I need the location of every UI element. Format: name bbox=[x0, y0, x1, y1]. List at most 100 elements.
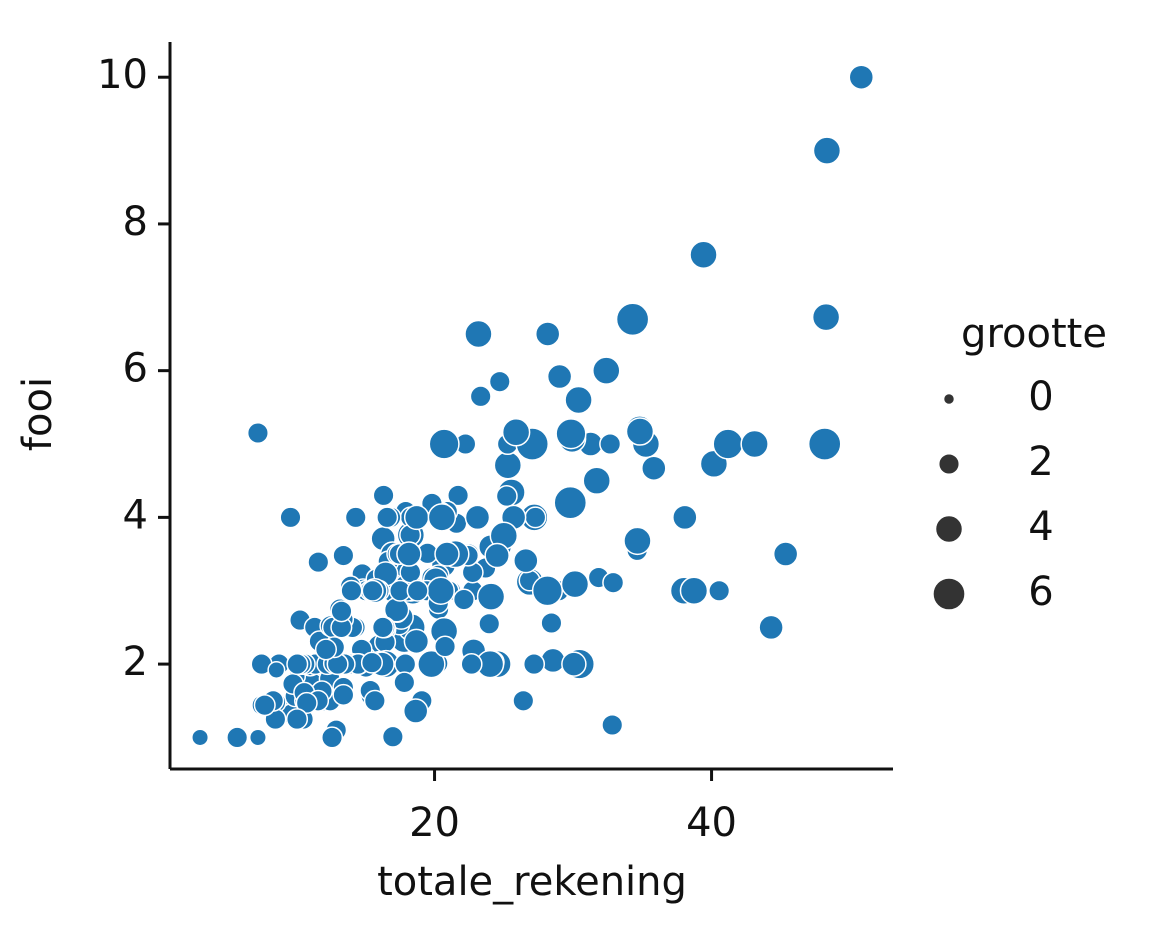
y-tick-label: 8 bbox=[123, 199, 148, 245]
point bbox=[469, 385, 492, 408]
point bbox=[811, 302, 841, 332]
legend-marker bbox=[934, 514, 964, 544]
legend-marker bbox=[942, 392, 956, 406]
point bbox=[295, 691, 318, 715]
y-tick-label: 2 bbox=[123, 639, 148, 685]
point bbox=[321, 726, 344, 749]
point bbox=[476, 582, 506, 611]
legend-label: 0 bbox=[1028, 374, 1053, 420]
x-tick-label: 20 bbox=[409, 800, 460, 846]
point bbox=[602, 571, 625, 594]
point bbox=[540, 647, 566, 674]
point bbox=[512, 689, 535, 712]
point bbox=[246, 421, 269, 445]
point bbox=[679, 576, 709, 605]
legend-label: 4 bbox=[1028, 504, 1053, 550]
point bbox=[601, 713, 624, 737]
point bbox=[340, 579, 363, 602]
point bbox=[381, 725, 404, 748]
point bbox=[285, 708, 309, 731]
y-tick-label: 10 bbox=[97, 52, 148, 98]
point bbox=[524, 506, 547, 529]
point bbox=[488, 370, 511, 393]
point bbox=[546, 363, 573, 390]
point bbox=[758, 614, 784, 641]
point bbox=[522, 653, 546, 676]
point bbox=[332, 683, 355, 706]
point bbox=[428, 428, 460, 460]
point bbox=[344, 506, 367, 529]
point bbox=[314, 638, 338, 661]
point bbox=[708, 579, 731, 602]
legend-marker bbox=[937, 452, 961, 476]
point bbox=[226, 726, 249, 749]
point bbox=[484, 542, 510, 569]
point bbox=[403, 628, 430, 655]
point bbox=[330, 600, 353, 623]
point bbox=[534, 321, 561, 347]
point bbox=[625, 417, 655, 446]
point bbox=[478, 612, 501, 635]
point bbox=[427, 503, 457, 532]
point bbox=[501, 418, 531, 447]
y-axis-label: fooi bbox=[15, 377, 61, 451]
point bbox=[772, 541, 799, 567]
point bbox=[396, 541, 422, 567]
point bbox=[307, 551, 330, 574]
point bbox=[564, 385, 593, 415]
point bbox=[464, 319, 493, 349]
point bbox=[641, 455, 667, 481]
x-tick-label: 40 bbox=[686, 800, 737, 846]
point bbox=[689, 240, 718, 269]
point bbox=[623, 526, 652, 556]
point bbox=[848, 64, 875, 90]
point bbox=[460, 653, 483, 676]
point bbox=[426, 576, 456, 605]
point bbox=[531, 575, 564, 607]
point bbox=[286, 653, 309, 676]
point bbox=[279, 506, 302, 529]
point bbox=[403, 504, 430, 531]
point bbox=[393, 671, 416, 694]
point bbox=[582, 466, 611, 495]
point bbox=[812, 136, 842, 165]
point bbox=[513, 547, 539, 574]
point bbox=[553, 485, 588, 520]
point bbox=[267, 660, 286, 679]
legend-title: grootte bbox=[961, 311, 1107, 357]
point bbox=[592, 356, 621, 385]
point bbox=[360, 651, 383, 674]
point bbox=[493, 451, 523, 480]
point bbox=[363, 689, 386, 712]
point bbox=[394, 653, 417, 676]
point bbox=[191, 728, 210, 747]
point bbox=[452, 588, 475, 611]
y-tick-label: 6 bbox=[123, 346, 148, 392]
point bbox=[376, 506, 399, 529]
point bbox=[599, 432, 622, 456]
point bbox=[555, 418, 587, 450]
point bbox=[372, 484, 395, 507]
point bbox=[560, 569, 590, 599]
point bbox=[253, 694, 276, 717]
point bbox=[807, 427, 842, 461]
legend-marker bbox=[932, 577, 966, 611]
point bbox=[434, 635, 457, 658]
point bbox=[447, 484, 470, 507]
point bbox=[248, 728, 267, 747]
point bbox=[402, 698, 429, 724]
x-axis-label: totale_rekening bbox=[377, 859, 687, 905]
point bbox=[406, 579, 429, 602]
point bbox=[712, 428, 744, 460]
point bbox=[561, 651, 587, 677]
point bbox=[464, 504, 491, 531]
y-tick-label: 4 bbox=[123, 492, 148, 538]
point bbox=[332, 544, 355, 567]
point bbox=[361, 579, 384, 602]
point bbox=[740, 429, 769, 459]
point bbox=[672, 504, 698, 531]
point bbox=[540, 611, 563, 635]
point bbox=[434, 541, 460, 567]
point bbox=[371, 616, 394, 639]
